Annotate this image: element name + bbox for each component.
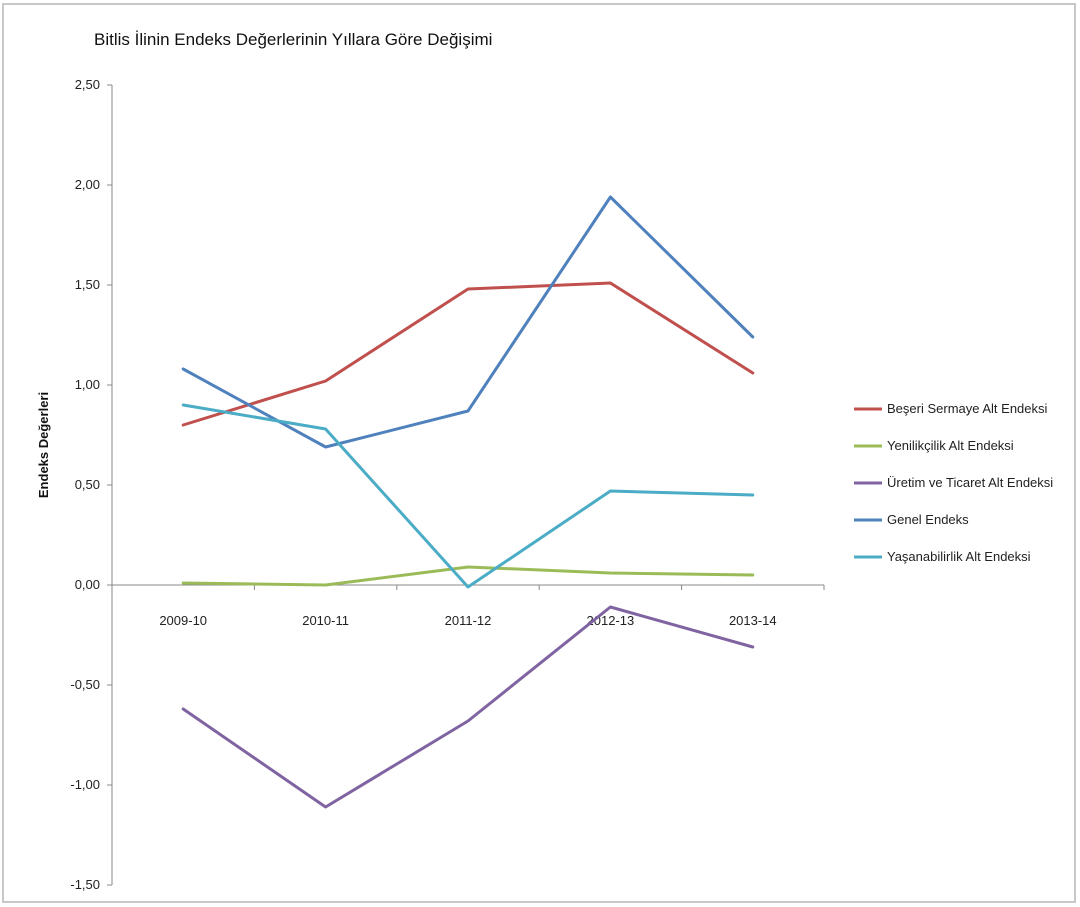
y-tick-label: 1,50 [75, 277, 100, 292]
legend-entry-label: Üretim ve Ticaret Alt Endeksi [887, 475, 1053, 490]
series-line [181, 565, 755, 587]
legend-entry-label: Yaşanabilirlik Alt Endeksi [887, 549, 1031, 564]
line-chart: Bitlis İlinin Endeks Değerlerinin Yıllar… [36, 30, 1053, 892]
x-tick-label: 2013-14 [729, 613, 777, 628]
y-tick-label: -1,00 [70, 777, 100, 792]
x-tick-label: 2011-12 [445, 613, 492, 628]
y-tick-label: 0,50 [75, 477, 100, 492]
y-axis-title: Endeks Değerleri [36, 392, 51, 498]
legend-entry-label: Genel Endeks [887, 512, 969, 527]
x-tick-label: 2010-11 [302, 613, 349, 628]
series-layer [181, 195, 755, 809]
legend: Beşeri Sermaye Alt Endeksi Yenilikçilik A… [854, 401, 1053, 564]
x-tick-label: 2009-10 [159, 613, 207, 628]
series-line [181, 605, 755, 809]
y-tick-label: 2,50 [75, 77, 100, 92]
legend-entry-label: Yenilikçilik Alt Endeksi [887, 438, 1014, 453]
chart-frame: Bitlis İlinin Endeks Değerlerinin Yıllar… [2, 3, 1076, 903]
y-tick-label: -0,50 [70, 677, 100, 692]
y-tick-label: -1,50 [70, 877, 100, 892]
y-tick-label: 2,00 [75, 177, 100, 192]
legend-entry-label: Beşeri Sermaye Alt Endeksi [887, 401, 1048, 416]
series-line [181, 281, 755, 427]
y-tick-label: 0,00 [75, 577, 100, 592]
chart-title: Bitlis İlinin Endeks Değerlerinin Yıllar… [94, 30, 492, 49]
series-line [181, 195, 755, 449]
y-tick-label: 1,00 [75, 377, 100, 392]
series-line [181, 403, 755, 589]
axes: 2,50 2,00 1,50 1,00 0,50 0,00 -0,50 -1,00 -1,50 2… [70, 77, 825, 892]
